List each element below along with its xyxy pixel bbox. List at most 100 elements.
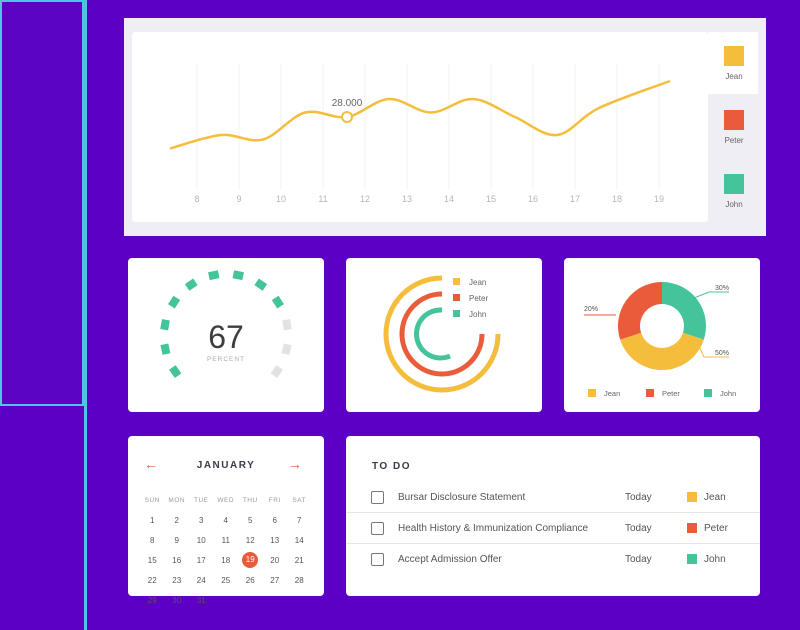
todo-card: TO DO Bursar Disclosure Statement Today … — [346, 436, 760, 596]
todo-task: Accept Admission Offer — [398, 553, 502, 565]
calendar-day-number: 18 — [221, 555, 231, 565]
gauge-segment-filled — [232, 270, 244, 281]
gauge-segment-empty — [270, 365, 283, 378]
calendar-day[interactable]: 11 — [214, 536, 239, 545]
donut-slice-peter — [617, 282, 662, 340]
calendar-day[interactable]: 27 — [263, 576, 288, 585]
legend-swatch-john — [724, 174, 744, 194]
calendar-day[interactable]: 9 — [165, 536, 190, 545]
todo-checkbox[interactable] — [371, 490, 384, 504]
legend-swatch-jean — [724, 46, 744, 66]
todo-who: Peter — [704, 522, 728, 534]
todo-item[interactable]: Health History & Immunization Compliance… — [346, 513, 760, 543]
calendar-day-number: 1 — [150, 515, 155, 525]
calendar-weekday: SAT — [292, 496, 307, 504]
todo-task: Bursar Disclosure Statement — [398, 491, 526, 503]
next-month-arrow-icon[interactable]: → — [288, 456, 302, 472]
calendar-day[interactable]: 13 — [263, 536, 288, 545]
calendar-day-number: 30 — [172, 595, 182, 605]
ring-peter — [399, 291, 485, 377]
donut-legend-label: Peter — [662, 389, 680, 398]
calendar-day[interactable]: 10 — [189, 536, 214, 545]
calendar-day[interactable]: 1 — [140, 516, 165, 525]
calendar-day[interactable]: 16 — [165, 556, 190, 565]
calendar-day-number: 26 — [245, 575, 255, 585]
x-tick-label: 14 — [444, 194, 454, 204]
calendar-weekday: FRI — [268, 496, 281, 504]
calendar-day[interactable]: 20 — [263, 556, 288, 565]
calendar-day[interactable]: 14 — [287, 536, 312, 545]
todo-when: Today — [625, 491, 652, 503]
data-point-marker[interactable] — [341, 111, 353, 123]
calendar-day[interactable]: 17 — [189, 556, 214, 565]
gauge-segment-filled — [184, 278, 198, 291]
todo-who: Jean — [704, 491, 726, 503]
calendar-day[interactable]: 6 — [263, 516, 288, 525]
todo-task: Health History & Immunization Compliance — [398, 522, 589, 534]
calendar-day[interactable]: 7 — [287, 516, 312, 525]
calendar-weekday: SUN — [144, 496, 160, 504]
legend-item-jean[interactable]: Jean — [708, 46, 760, 81]
calendar-weekday: THU — [242, 496, 258, 504]
calendar-day[interactable]: 30 — [165, 596, 190, 605]
calendar-week-row: 15 16 17 18 19 20 21 — [140, 550, 312, 570]
calendar-week-row: 8 9 10 11 12 13 14 — [140, 530, 312, 550]
calendar-day[interactable]: 12 — [238, 536, 263, 545]
donut-slice-john — [662, 282, 707, 340]
todo-swatch-john — [687, 554, 697, 564]
todo-checkbox[interactable] — [371, 552, 384, 566]
rings-legend-label: Peter — [469, 294, 488, 303]
calendar-day-number: 17 — [196, 555, 206, 565]
line-chart: 8 9 10 11 12 13 14 15 16 17 18 19 28.000 — [169, 64, 671, 204]
calendar-day-number: 8 — [150, 535, 155, 545]
donut-legend-label: John — [720, 389, 736, 398]
legend-label: Peter — [724, 136, 744, 145]
calendar-day[interactable]: 24 — [189, 576, 214, 585]
todo-checkbox[interactable] — [371, 521, 384, 535]
calendar-day[interactable]: 4 — [214, 516, 239, 525]
todo-divider — [346, 512, 760, 513]
todo-when: Today — [625, 553, 652, 565]
gauge-chart: 67 PERCENT — [160, 270, 292, 378]
donut-chart: 20% 30% 50% Jean Peter John — [584, 282, 736, 398]
calendar-day-number: 4 — [223, 515, 228, 525]
calendar-day[interactable]: 22 — [140, 576, 165, 585]
calendar-day-number: 24 — [196, 575, 206, 585]
calendar-day[interactable]: 2 — [165, 516, 190, 525]
calendar-weekday: WED — [217, 496, 235, 504]
calendar-day-number: 2 — [174, 515, 179, 525]
gauge-segment-filled — [254, 278, 268, 291]
todo-when: Today — [625, 522, 652, 534]
gauge-label: PERCENT — [207, 356, 245, 363]
calendar-day[interactable]: 15 — [140, 556, 165, 565]
donut-card: 20% 30% 50% Jean Peter John — [564, 258, 760, 412]
legend-item-john[interactable]: John — [708, 174, 760, 209]
todo-item[interactable]: Accept Admission Offer Today John — [346, 544, 760, 574]
todo-item[interactable]: Bursar Disclosure Statement Today Jean — [346, 482, 760, 512]
legend-swatch-jean — [588, 389, 596, 397]
calendar-day[interactable]: 25 — [214, 576, 239, 585]
calendar-day[interactable]: 19 — [238, 552, 263, 568]
prev-month-arrow-icon[interactable]: ← — [144, 456, 158, 472]
calendar-day[interactable]: 31 — [189, 596, 214, 605]
ring-jean — [383, 275, 501, 393]
calendar-day[interactable]: 8 — [140, 536, 165, 545]
calendar-day[interactable]: 26 — [238, 576, 263, 585]
calendar-week-row: 22 23 24 25 26 27 28 — [140, 570, 312, 590]
calendar-day[interactable]: 28 — [287, 576, 312, 585]
x-tick-label: 12 — [360, 194, 370, 204]
line-chart-panel: 8 9 10 11 12 13 14 15 16 17 18 19 28.000 Jean Peter … — [124, 18, 766, 236]
line-chart-card: 8 9 10 11 12 13 14 15 16 17 18 19 28.000 — [132, 32, 708, 222]
calendar-day[interactable]: 21 — [287, 556, 312, 565]
calendar-day-number: 13 — [270, 535, 280, 545]
calendar-day[interactable]: 3 — [189, 516, 214, 525]
calendar-day[interactable]: 29 — [140, 596, 165, 605]
calendar-day-number: 23 — [172, 575, 182, 585]
todo-swatch-jean — [687, 492, 697, 502]
calendar-day[interactable]: 23 — [165, 576, 190, 585]
calendar-day-number: 6 — [272, 515, 277, 525]
calendar-day[interactable]: 18 — [214, 556, 239, 565]
calendar-day[interactable]: 5 — [238, 516, 263, 525]
calendar-card: ← JANUARY → SUN MON TUE WED THU FRI SAT 1 2 3 4 5 6 7… — [128, 436, 324, 605]
legend-item-peter[interactable]: Peter — [708, 110, 760, 145]
